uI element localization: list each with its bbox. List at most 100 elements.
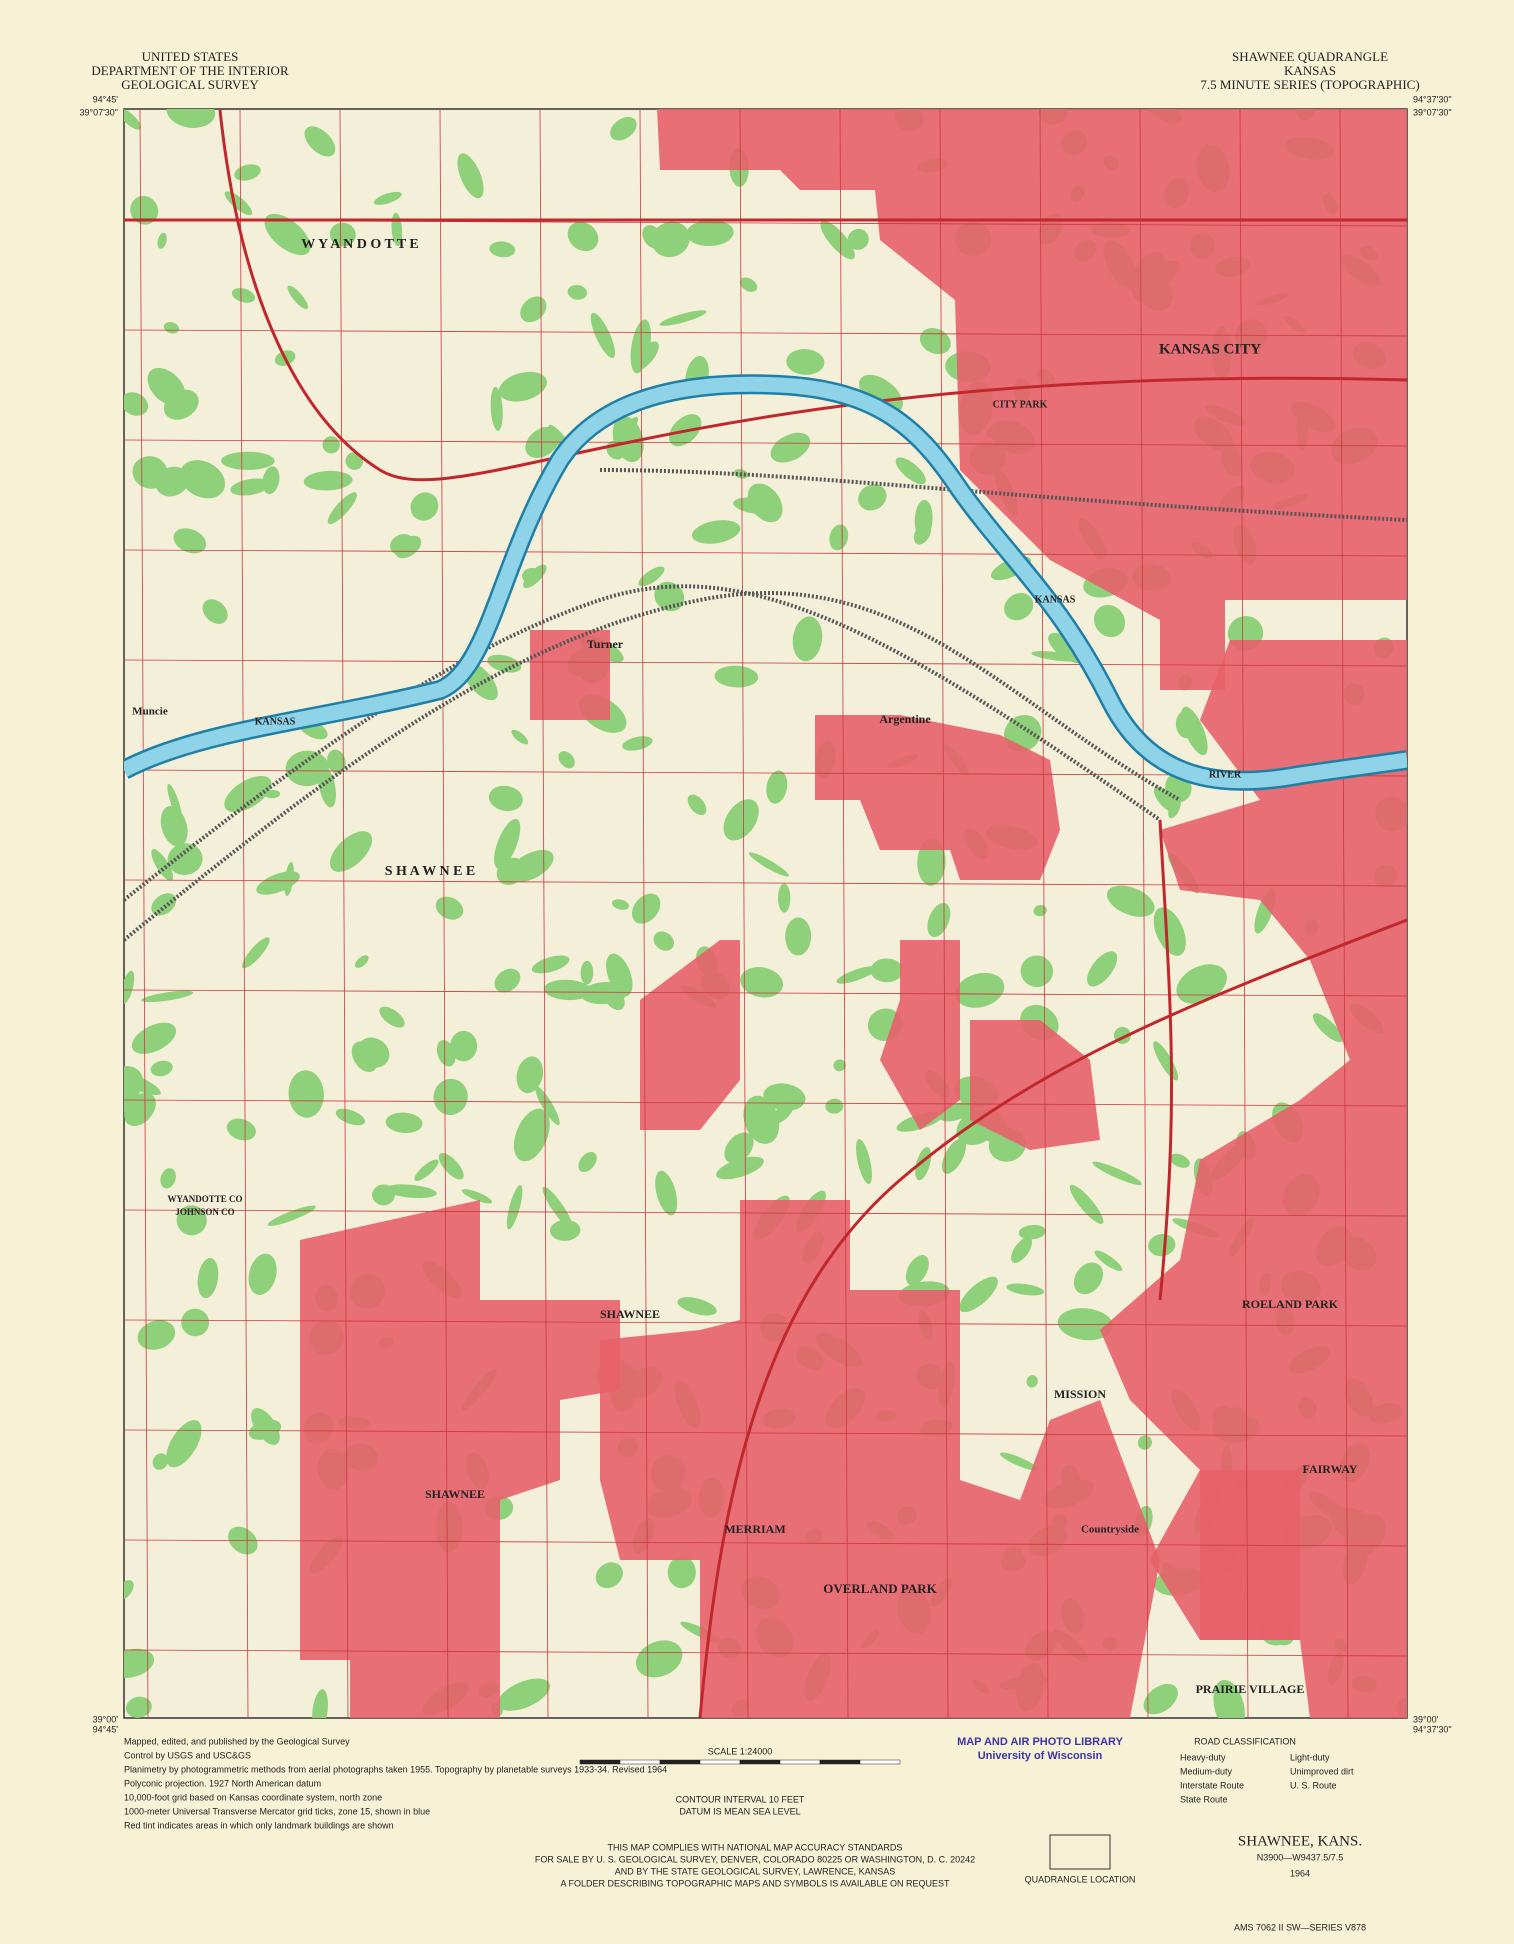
woodland [549,1219,581,1241]
woodland [1153,786,1177,813]
section-line [124,1209,1407,1217]
woodland [248,1253,277,1295]
section-line [1139,109,1149,1718]
corner-coordinate: 39°00' [1413,1714,1439,1724]
woodland [716,1156,764,1180]
railroad [124,584,1162,902]
woodland [516,1056,544,1094]
woodland [955,972,1005,1008]
header-right: 7.5 MINUTE SERIES (TOPOGRAPHIC) [1200,77,1419,92]
woodland [155,466,189,497]
section-line [339,109,349,1718]
corner-coordinate: 94°37'30" [1413,94,1452,104]
woodland [141,990,194,1003]
woodland [917,838,946,886]
woodland [743,1095,780,1144]
urban-area [880,940,960,1130]
woodland [160,1168,176,1189]
woodland [131,1022,177,1054]
woodland [124,1648,155,1678]
woodland [166,1420,202,1468]
woodland [329,831,373,872]
woodland [489,241,516,258]
scale-bar-segment [779,1759,821,1765]
woodland [677,1297,717,1316]
woodland [461,1189,493,1204]
section-line [139,109,149,1718]
woodland [638,566,665,587]
woodland [450,1030,478,1062]
woodland [724,1132,754,1164]
woodland [176,1205,207,1236]
woodland [410,492,439,521]
woodland [251,1408,280,1445]
woodland [433,1078,468,1116]
woodland [686,219,734,247]
section-line [124,879,1407,887]
woodland [379,1006,405,1028]
road-class-item: Interstate Route [1180,1780,1244,1790]
woodland [558,751,575,769]
woodland [959,1276,998,1313]
woodland [151,849,174,881]
woodland [1031,651,1081,662]
woodland [221,451,275,470]
woodland [262,466,280,495]
woodland [714,665,759,688]
woodland [354,955,369,968]
woodland [667,1556,696,1589]
woodland [173,528,207,554]
road-class-item: Heavy-duty [1180,1752,1226,1762]
woodland [488,785,523,812]
railroad [124,590,1181,942]
woodland [535,1086,560,1126]
urban-area [640,940,740,1130]
woodland [580,960,594,985]
woodland [357,1037,390,1068]
highway [218,109,1407,482]
header-left: UNITED STATES [142,49,239,64]
woodland [733,497,777,515]
woodland [166,109,216,128]
footer-note: Planimetry by photogrammetric methods fr… [124,1764,667,1774]
section-line [539,109,549,1718]
woodland [256,871,300,895]
woodland [124,1066,144,1104]
woodland [820,220,855,260]
woodland [525,426,560,458]
railroad [599,468,1407,522]
place-label: OVERLAND PARK [823,1581,937,1596]
woodland [234,164,261,181]
section-line [124,1649,1407,1657]
place-label: JOHNSON CO [175,1207,234,1217]
woodland [490,386,503,431]
woodland [612,416,644,463]
woodland [181,1308,210,1337]
place-label: CITY PARK [993,399,1048,410]
section-line [124,1319,1407,1327]
woodland [511,729,529,745]
sheet-year: 1964 [1290,1868,1310,1878]
woodland [915,1147,932,1181]
place-label: SHAWNEE [600,1307,660,1321]
kansas-river-fill [124,376,1407,789]
woodland [927,902,951,938]
woodland [285,750,329,787]
scale: SCALE 1:24000 [708,1746,773,1756]
place-label: Argentine [879,712,931,726]
woodland [578,1151,597,1173]
woodland [1026,1375,1038,1388]
section-line [124,329,1407,337]
series: AMS 7062 II SW—SERIES V878 [1234,1922,1366,1932]
woodland [287,285,308,310]
highway [1158,819,1174,1301]
woodland [859,374,903,413]
woodland [770,432,811,463]
section-line [439,109,449,1718]
place-label: WYANDOTTE CO [168,1194,243,1204]
woodland [739,277,758,292]
woodland [414,1159,439,1182]
place-label: FAIRWAY [1303,1462,1358,1476]
woodland [167,843,203,875]
woodland [508,849,554,882]
